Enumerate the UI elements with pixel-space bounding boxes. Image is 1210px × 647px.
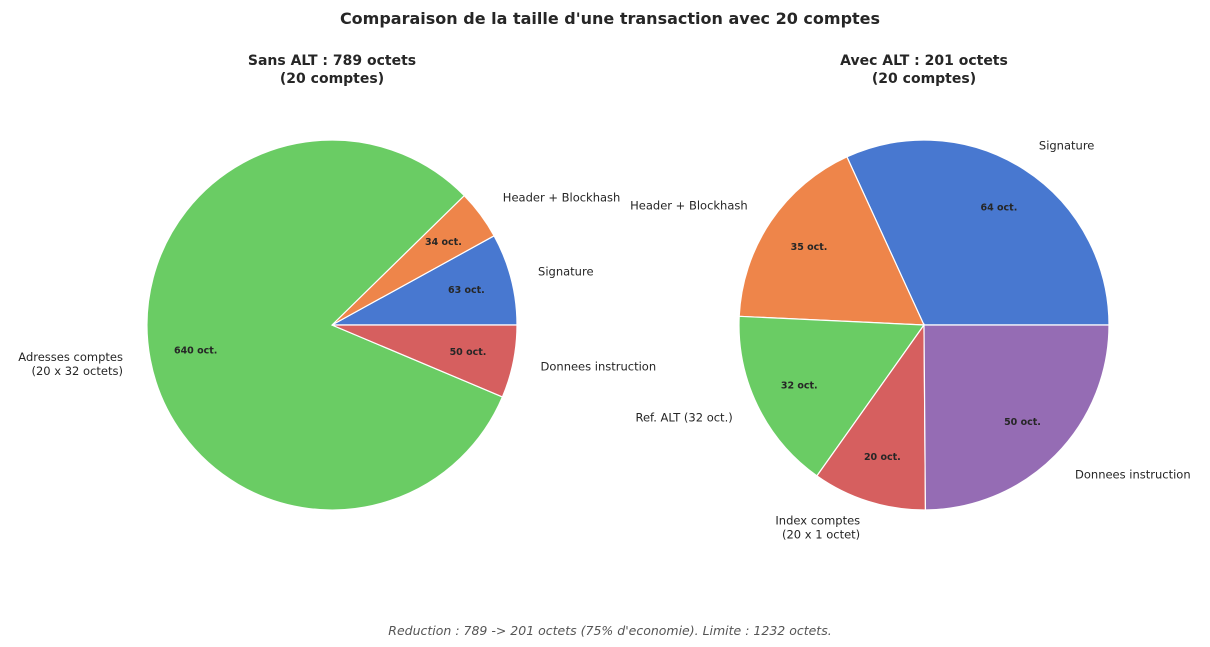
- slice-value-label: 50 oct.: [1004, 417, 1041, 428]
- slice-value-label: 20 oct.: [864, 452, 901, 463]
- pie-slice: [146, 139, 504, 511]
- slice-label: Signature: [1039, 138, 1094, 152]
- footer-note: Reduction : 789 -> 201 octets (75% d'eco…: [388, 623, 831, 638]
- slice-value-label: 63 oct.: [448, 285, 485, 296]
- slice-label: Ref. ALT (32 oct.): [635, 411, 732, 425]
- slice-label: Header + Blockhash: [503, 191, 621, 205]
- pie-title: Sans ALT : 789 octets (20 comptes): [248, 53, 416, 87]
- pie-slice: [846, 139, 1110, 326]
- pie-slice: [738, 315, 926, 477]
- pie-slice: [738, 156, 925, 326]
- figure-title: Comparaison de la taille d'une transacti…: [340, 9, 880, 28]
- slice-label: Donnees instruction: [1075, 467, 1191, 481]
- slice-value-label: 35 oct.: [791, 242, 828, 253]
- slice-label: Index comptes (20 x 1 octet): [775, 513, 860, 541]
- pie-slice: [923, 324, 1110, 511]
- slice-value-label: 34 oct.: [425, 237, 462, 248]
- slice-value-label: 640 oct.: [174, 345, 217, 356]
- pie-title: Avec ALT : 201 octets (20 comptes): [840, 53, 1008, 87]
- slice-label: Adresses comptes (20 x 32 octets): [18, 350, 123, 378]
- pie-slice: [816, 323, 927, 511]
- pie-slice: [331, 324, 518, 398]
- pie-chart-sans-alt: Sans ALT : 789 octets (20 comptes) Signatu…: [18, 53, 657, 511]
- pie-slice: [331, 235, 518, 326]
- slice-label: Header + Blockhash: [630, 198, 748, 212]
- slice-value-label: 32 oct.: [781, 380, 818, 391]
- slice-value-label: 64 oct.: [981, 203, 1018, 214]
- slice-label: Signature: [538, 265, 593, 279]
- slice-value-label: 50 oct.: [450, 347, 487, 358]
- slice-label: Donnees instruction: [541, 360, 657, 374]
- pie-chart-avec-alt: Avec ALT : 201 octets (20 comptes) Signatu…: [630, 53, 1191, 541]
